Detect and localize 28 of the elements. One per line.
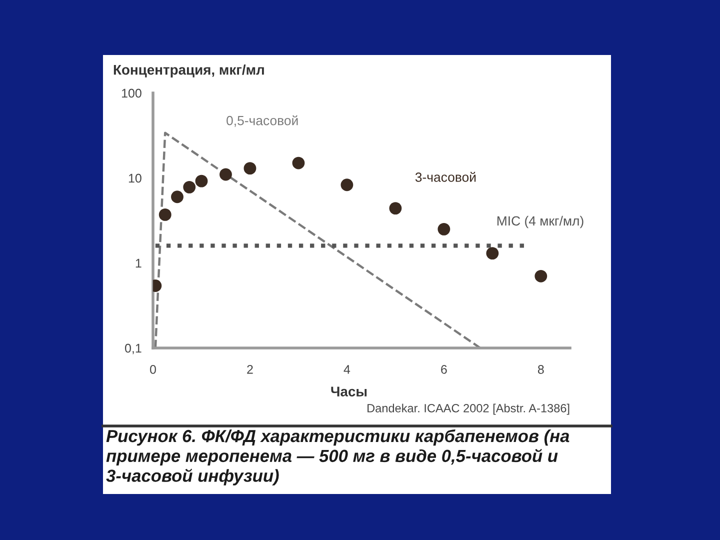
point	[438, 222, 450, 236]
x-axis-title: Часы	[331, 386, 367, 396]
y-axis-title: Концентрация, мкг/мл	[114, 64, 264, 78]
x-tick-label: 2	[247, 364, 253, 374]
y-tick-label: 100	[122, 88, 142, 98]
series-label: MIC (4 мкг/мл)	[497, 216, 584, 228]
point	[534, 270, 548, 282]
x-tick-label: 0	[150, 364, 156, 374]
point	[171, 190, 184, 204]
point	[220, 168, 232, 181]
point	[244, 162, 256, 175]
text: Dandekar. ICAAC 2002 [Abstr. A-1386]	[368, 404, 570, 415]
point	[195, 174, 208, 188]
x-tick-label: 6	[441, 364, 447, 374]
x-tick-label: 4	[344, 365, 350, 374]
point	[389, 202, 402, 215]
point	[183, 180, 196, 194]
point	[486, 247, 499, 260]
x-tick-label: 8	[538, 364, 544, 374]
point	[292, 156, 305, 170]
y-tick-label: 0,1	[125, 344, 142, 354]
y-tick-label: 1	[136, 258, 142, 268]
y-tick-label: 10	[128, 174, 142, 183]
text: 3-часовой	[415, 172, 476, 182]
point	[158, 208, 172, 221]
point	[340, 178, 354, 192]
text: 0,5-часовой	[226, 115, 298, 127]
text: Рисунок 6. ФК/ФД характеристики карбапенемов (на примере меропенема — 500 мг в виде 0,5-часовой и 3-часовой инфузии)	[106, 429, 570, 486]
